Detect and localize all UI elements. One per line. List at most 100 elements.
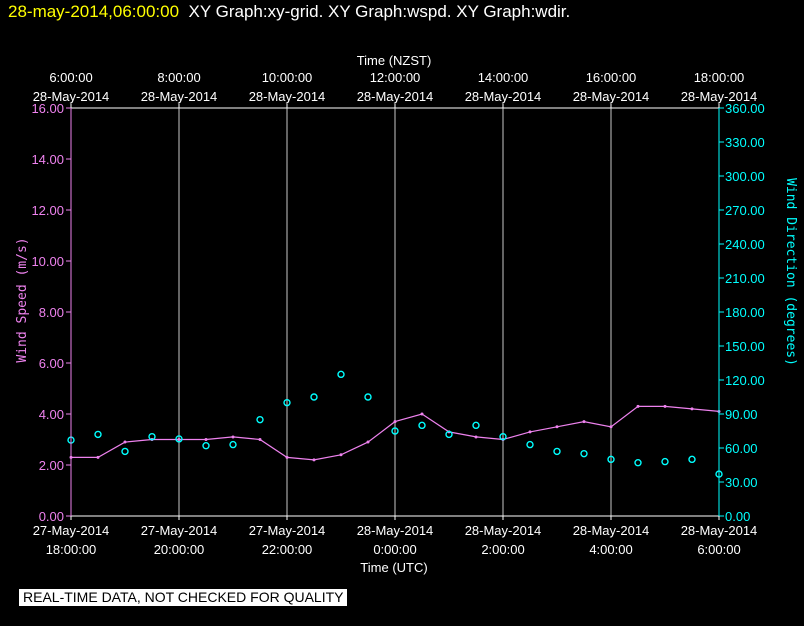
wind-direction-point	[445, 430, 453, 439]
wind-speed-point	[258, 438, 262, 441]
bottom-tick-date: 27-May-2014	[249, 523, 326, 538]
wind-speed-point	[177, 438, 181, 441]
right-axis: 0.00 30.00 60.00 90.00 120.00 150.00 180.00 210…	[719, 101, 765, 524]
vertical-grid	[178, 108, 612, 516]
top-tick-time: 16:00:00	[586, 70, 637, 85]
top-tick-date: 28-May-2014	[357, 89, 434, 104]
quality-notice: REAL-TIME DATA, NOT CHECKED FOR QUALITY	[19, 589, 348, 606]
right-tick-label: 150.00	[725, 339, 765, 354]
wind-speed-point	[609, 425, 613, 429]
right-tick-label: 60.00	[725, 441, 758, 456]
bottom-tick-time: 4:00:00	[589, 542, 632, 557]
top-axis-title: Time (NZST)	[357, 53, 432, 68]
wind-speed-point	[96, 455, 100, 459]
wind-direction-point	[607, 455, 615, 464]
wind-direction-point	[121, 447, 129, 456]
wind-direction-point	[229, 440, 237, 449]
bottom-tick-time: 22:00:00	[262, 542, 313, 557]
wind-speed-series	[69, 404, 721, 462]
left-tick-label: 12.00	[31, 203, 64, 218]
right-tick-label: 180.00	[725, 305, 765, 320]
right-tick-label: 90.00	[725, 407, 758, 422]
left-axis-title: Wind Speed (m/s)	[15, 237, 30, 362]
wind-direction-point	[364, 393, 372, 401]
top-tick-time: 14:00:00	[478, 70, 529, 85]
bottom-tick-date: 28-May-2014	[465, 523, 542, 538]
wind-speed-point	[231, 435, 235, 439]
wind-direction-point	[634, 459, 642, 467]
top-tick-date: 28-May-2014	[465, 89, 542, 104]
top-tick-date: 28-May-2014	[33, 89, 110, 104]
bottom-tick-time: 18:00:00	[46, 542, 97, 557]
wind-direction-point	[310, 393, 318, 401]
right-tick-label: 120.00	[725, 373, 765, 388]
wind-direction-point	[661, 457, 669, 466]
wind-speed-point	[690, 407, 694, 411]
wind-speed-point	[123, 440, 127, 444]
top-tick-time: 10:00:00	[262, 70, 313, 85]
graph-header: 28-may-2014,06:00:00 XY Graph:xy-grid. X…	[8, 2, 570, 22]
top-tick-date: 28-May-2014	[249, 89, 326, 104]
top-tick-date: 28-May-2014	[141, 89, 218, 104]
top-tick-date: 28-May-2014	[681, 89, 758, 104]
bottom-tick-date: 27-May-2014	[141, 523, 218, 538]
bottom-tick-date: 27-May-2014	[33, 523, 110, 538]
left-tick-label: 6.00	[39, 356, 64, 371]
bottom-tick-time: 2:00:00	[481, 542, 524, 557]
right-tick-label: 300.00	[725, 169, 765, 184]
left-tick-label: 4.00	[39, 407, 64, 422]
top-tick-time: 18:00:00	[694, 70, 745, 85]
wind-speed-point	[312, 458, 316, 462]
bottom-tick-date: 28-May-2014	[681, 523, 758, 538]
bottom-axis-title: Time (UTC)	[360, 560, 427, 575]
wind-speed-point	[366, 440, 370, 444]
wind-direction-point	[202, 442, 210, 450]
top-tick-date: 28-May-2014	[573, 89, 650, 104]
wind-direction-point	[175, 435, 183, 443]
right-tick-label: 330.00	[725, 135, 765, 150]
graph-titles: XY Graph:xy-grid. XY Graph:wspd. XY Grap…	[188, 2, 571, 21]
wind-speed-point	[339, 453, 343, 457]
wind-direction-point	[94, 430, 102, 439]
bottom-tick-time: 20:00:00	[154, 542, 205, 557]
wind-direction-point	[580, 449, 588, 458]
left-tick-label: 10.00	[31, 254, 64, 269]
right-axis-title: Wind Direction (degrees)	[783, 178, 798, 366]
wind-speed-point	[528, 430, 532, 434]
left-tick-label: 0.00	[39, 509, 64, 524]
wind-direction-point	[418, 421, 426, 430]
left-tick-label: 8.00	[39, 305, 64, 320]
bottom-tick-date: 28-May-2014	[573, 523, 650, 538]
wind-direction-point	[256, 415, 264, 424]
wind-speed-point	[393, 420, 397, 424]
right-tick-label: 210.00	[725, 271, 765, 286]
right-tick-label: 270.00	[725, 203, 765, 218]
right-tick-label: 0.00	[725, 509, 750, 524]
left-tick-label: 16.00	[31, 101, 64, 116]
wind-direction-point	[472, 421, 480, 430]
left-tick-label: 14.00	[31, 152, 64, 167]
wind-direction-point	[499, 432, 507, 441]
right-tick-label: 30.00	[725, 475, 758, 490]
top-tick-time: 6:00:00	[49, 70, 92, 85]
wind-speed-point	[636, 404, 640, 408]
wind-speed-point	[204, 438, 208, 441]
bottom-tick-time: 6:00:00	[697, 542, 740, 557]
wind-direction-point	[283, 398, 291, 407]
wind-speed-point	[663, 404, 667, 408]
wind-speed-point	[555, 425, 559, 429]
wind-direction-point	[337, 370, 345, 379]
bottom-tick-date: 28-May-2014	[357, 523, 434, 538]
left-tick-label: 2.00	[39, 458, 64, 473]
wind-direction-point	[688, 455, 696, 464]
bottom-tick-time: 0:00:00	[373, 542, 416, 557]
wind-direction-point	[526, 440, 534, 449]
right-tick-label: 360.00	[725, 101, 765, 116]
wind-direction-point	[148, 432, 156, 441]
top-axis: 6:00:00 28-May-2014 8:00:00 28-May-2014 10:0…	[33, 70, 758, 108]
wind-speed-point	[474, 435, 478, 439]
wind-direction-point	[553, 447, 561, 456]
top-tick-time: 8:00:00	[157, 70, 200, 85]
left-axis: 0.00 2.00 4.00 6.00 8.00 10.00 12.00 14.00 16.00	[31, 101, 71, 524]
